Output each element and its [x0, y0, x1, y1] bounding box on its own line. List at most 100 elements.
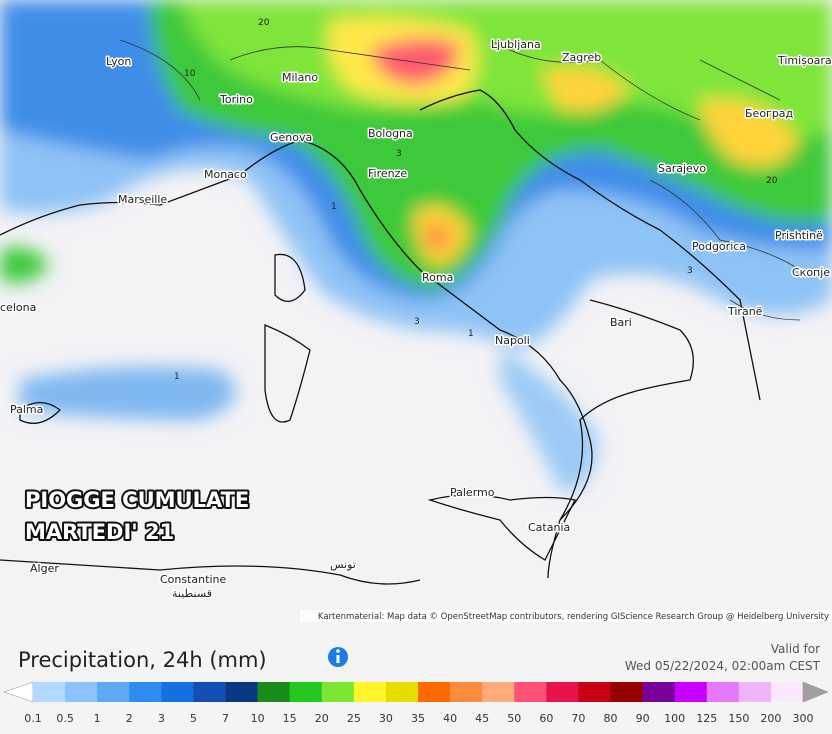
- contour-label: 1: [468, 329, 474, 339]
- contour-label: 20: [258, 18, 270, 28]
- contour-label: 3: [414, 317, 420, 327]
- legend-tick-label: 125: [696, 712, 717, 725]
- attribution-bg: [300, 610, 832, 622]
- overlay-title: MARTEDI' 21: [25, 520, 174, 544]
- legend-swatch: [225, 682, 259, 702]
- legend-tick-label: 80: [604, 712, 618, 725]
- legend-swatch: [514, 682, 547, 702]
- city-label: Palma: [10, 403, 43, 416]
- legend-tick-label: 60: [539, 712, 553, 725]
- legend-bar: 0.1 0.5 1 2 3 5 7 10 15 20 25 30 35 40 45 50 60 70 80 90 100…: [24, 682, 814, 725]
- city-label: Constantine: [160, 573, 226, 586]
- contour-label: 1: [331, 202, 337, 212]
- legend-arrow-right: [802, 681, 829, 703]
- legend-swatch: [450, 682, 483, 702]
- city-label: Milano: [282, 71, 318, 84]
- legend-tick-label: 10: [251, 712, 265, 725]
- city-label: Podgorica: [692, 240, 746, 253]
- city-label: Bari: [610, 316, 632, 329]
- legend-swatch: [353, 682, 387, 702]
- legend-tick-label: 0.5: [56, 712, 74, 725]
- city-label: Zagreb: [562, 51, 601, 64]
- legend-swatch: [642, 682, 676, 702]
- city-label: Lyon: [106, 55, 131, 68]
- city-label: Скопје: [792, 266, 830, 279]
- city-label: تونس: [330, 558, 356, 571]
- legend-tick-label: 5: [190, 712, 197, 725]
- city-label: Catania: [528, 521, 570, 534]
- contour-label: 20: [766, 176, 778, 186]
- legend-swatch: [578, 682, 611, 702]
- valid-time: Wed 05/22/2024, 02:00am CEST: [625, 659, 821, 673]
- legend-tick-label: 150: [728, 712, 749, 725]
- legend-swatch: [418, 682, 451, 702]
- legend-tick-label: 300: [793, 712, 814, 725]
- legend-swatch: [321, 682, 355, 702]
- city-label: Roma: [422, 271, 453, 284]
- contour-label: 3: [396, 149, 402, 159]
- attribution: Kartenmaterial: Map data © OpenStreetMap…: [318, 612, 829, 622]
- overlay-title: PIOGGE CUMULATE: [25, 488, 249, 512]
- legend-tick-label: 30: [379, 712, 393, 725]
- legend-tick-label: 3: [158, 712, 165, 725]
- city-label: Bologna: [368, 127, 413, 140]
- info-icon[interactable]: [328, 647, 348, 667]
- contour-labels: 20 10 3 1 3 1 1 3 20: [174, 18, 778, 382]
- legend-tick-label: 1: [94, 712, 101, 725]
- legend-tick-label: 200: [760, 712, 781, 725]
- legend-tick-label: 100: [664, 712, 685, 725]
- city-labels: Lyon Milano Torino Genova Monaco Marseil…: [0, 37, 832, 602]
- contour-label: 1: [174, 372, 180, 382]
- legend-panel: [0, 622, 832, 734]
- legend-tick-label: 20: [315, 712, 329, 725]
- legend-tick-label: 50: [507, 712, 521, 725]
- legend-swatch: [610, 682, 644, 702]
- precip-field: [0, 0, 832, 492]
- legend-tick-label: 7: [222, 712, 229, 725]
- coastlines: [0, 39, 801, 585]
- info-icon-dot: [336, 649, 340, 653]
- legend-swatch: [33, 682, 66, 702]
- city-label: Ljubljana: [491, 38, 541, 51]
- city-label: Tiranë: [727, 305, 763, 318]
- city-label: Firenze: [368, 167, 407, 180]
- legend-tick-label: 35: [411, 712, 425, 725]
- contour-label: 3: [687, 266, 693, 276]
- legend-tick-label: 70: [571, 712, 585, 725]
- city-label: Prishtinë: [775, 229, 823, 242]
- city-label: Torino: [219, 93, 253, 106]
- city-label: Београд: [745, 107, 794, 120]
- legend-swatch: [65, 682, 98, 702]
- legend-tick-label: 15: [283, 712, 297, 725]
- city-label: Alger: [30, 562, 59, 575]
- legend-swatch: [738, 682, 772, 702]
- legend-swatch: [385, 682, 419, 702]
- legend-swatch: [546, 682, 579, 702]
- legend-swatch: [193, 682, 226, 702]
- legend-tick-label: 40: [443, 712, 457, 725]
- legend-swatch: [97, 682, 130, 702]
- legend-swatch: [257, 682, 291, 702]
- city-label: Monaco: [204, 168, 247, 181]
- legend-swatch: [161, 682, 194, 702]
- legend-swatch: [289, 682, 323, 702]
- legend-swatch: [482, 682, 515, 702]
- legend-swatch: [706, 682, 740, 702]
- city-label: Genova: [270, 131, 312, 144]
- legend-tick-label: 0.1: [24, 712, 42, 725]
- info-icon-stem: [336, 655, 340, 663]
- legend-tick-label: 45: [475, 712, 489, 725]
- legend-swatch: [770, 682, 804, 702]
- legend-tick-label: 2: [126, 712, 133, 725]
- valid-label: Valid for: [771, 642, 820, 656]
- city-label: Sarajevo: [658, 162, 706, 175]
- city-label: قسنطينة: [172, 587, 212, 600]
- city-label: Marseille: [118, 193, 167, 206]
- city-label: Napoli: [495, 334, 530, 347]
- legend-tick-label: 25: [347, 712, 361, 725]
- city-label: celona: [0, 301, 36, 314]
- legend-swatch: [129, 682, 162, 702]
- legend-swatch: [674, 682, 708, 702]
